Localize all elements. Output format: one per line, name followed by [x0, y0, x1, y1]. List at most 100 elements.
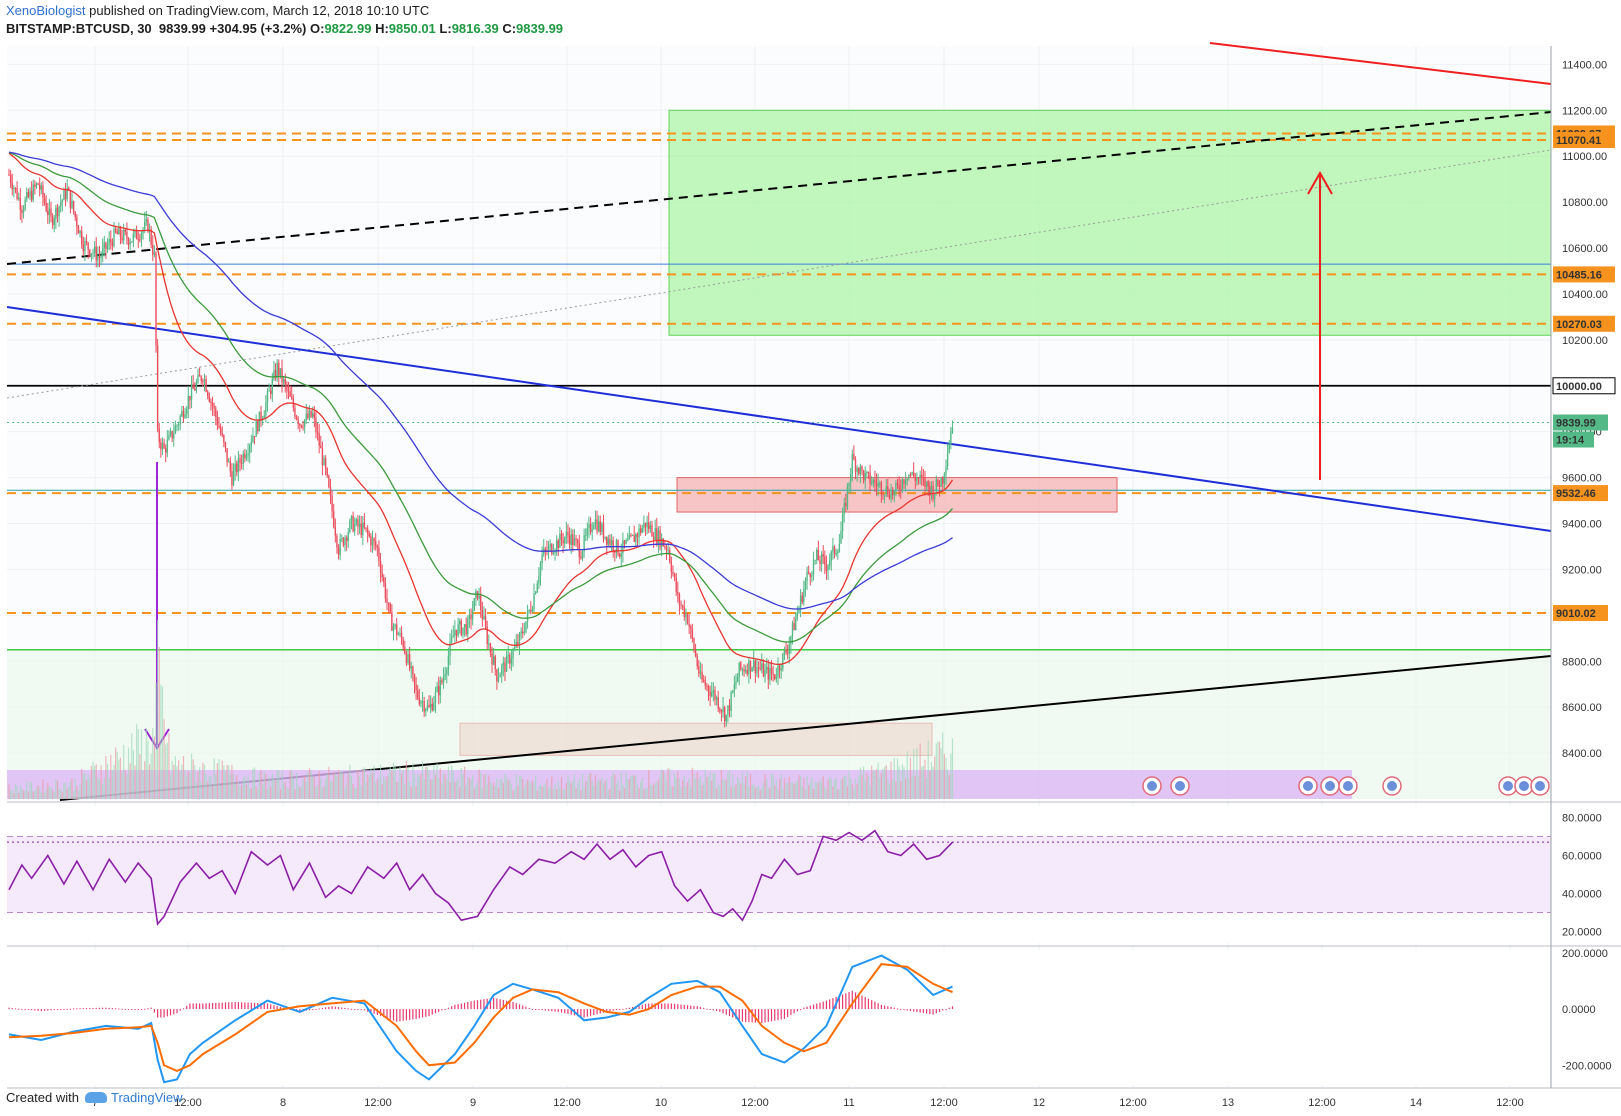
candle-body[interactable]: [623, 540, 626, 544]
candle-body[interactable]: [139, 239, 141, 241]
candle-body[interactable]: [399, 632, 401, 635]
candle-body[interactable]: [250, 442, 253, 446]
candle-body[interactable]: [817, 549, 820, 561]
candle-body[interactable]: [418, 697, 421, 704]
candle-body[interactable]: [602, 523, 605, 539]
ema-100-line[interactable]: [8, 151, 953, 643]
candle-body[interactable]: [509, 654, 511, 664]
candle-body[interactable]: [833, 546, 836, 555]
candle-body[interactable]: [66, 188, 68, 200]
candle-body[interactable]: [103, 242, 106, 248]
candle-body[interactable]: [948, 444, 950, 454]
candle-body[interactable]: [72, 201, 75, 212]
candle-body[interactable]: [48, 208, 51, 215]
candle-body[interactable]: [785, 650, 787, 653]
candle-body[interactable]: [864, 472, 866, 481]
candle-body[interactable]: [832, 546, 834, 552]
candle-body[interactable]: [366, 528, 369, 534]
candle-body[interactable]: [207, 391, 209, 396]
candle-body[interactable]: [767, 667, 769, 680]
candle-body[interactable]: [609, 538, 611, 545]
candle-body[interactable]: [211, 402, 214, 407]
candle-body[interactable]: [562, 539, 564, 544]
candle-body[interactable]: [492, 656, 495, 665]
candle-body[interactable]: [223, 435, 225, 443]
candle-body[interactable]: [362, 522, 364, 536]
target-zone[interactable]: [668, 109, 1552, 336]
candle-body[interactable]: [675, 577, 677, 592]
candle-body[interactable]: [234, 463, 236, 472]
candle-body[interactable]: [825, 564, 828, 571]
candle-body[interactable]: [245, 455, 248, 459]
candle-body[interactable]: [215, 408, 217, 418]
candle-body[interactable]: [559, 533, 561, 548]
candle-body[interactable]: [152, 244, 154, 255]
candle-body[interactable]: [649, 525, 652, 530]
candle-body[interactable]: [879, 482, 881, 484]
candle-body[interactable]: [677, 591, 679, 595]
candle-body[interactable]: [656, 528, 658, 544]
dashed-trendline[interactable]: [6, 111, 1552, 265]
candle-body[interactable]: [627, 539, 629, 541]
candle-body[interactable]: [181, 411, 183, 417]
candle-body[interactable]: [526, 610, 529, 622]
candle-body[interactable]: [929, 486, 931, 496]
author-link[interactable]: XenoBiologist: [6, 3, 86, 18]
candle-body[interactable]: [704, 681, 706, 686]
candle-body[interactable]: [454, 629, 456, 636]
candle-body[interactable]: [237, 458, 240, 473]
candle-body[interactable]: [42, 185, 44, 198]
candle-body[interactable]: [573, 538, 576, 546]
candle-body[interactable]: [339, 539, 341, 555]
candle-body[interactable]: [291, 396, 293, 399]
candle-body[interactable]: [354, 523, 356, 532]
candle-body[interactable]: [334, 526, 337, 536]
candle-body[interactable]: [893, 490, 895, 496]
candle-body[interactable]: [459, 620, 461, 625]
candle-body[interactable]: [837, 551, 839, 553]
candle-body[interactable]: [544, 548, 547, 551]
candle-body[interactable]: [678, 594, 681, 605]
candle-body[interactable]: [123, 229, 125, 241]
candle-body[interactable]: [849, 474, 852, 483]
candle-body[interactable]: [205, 379, 207, 392]
candle-body[interactable]: [652, 536, 655, 540]
candle-body[interactable]: [635, 534, 637, 543]
candle-body[interactable]: [45, 202, 47, 211]
candle-body[interactable]: [158, 428, 160, 443]
candle-body[interactable]: [858, 468, 860, 474]
candle-body[interactable]: [373, 538, 375, 542]
ema-50-line[interactable]: [8, 152, 954, 666]
candle-body[interactable]: [793, 623, 795, 631]
candle-body[interactable]: [896, 483, 899, 485]
candle-body[interactable]: [480, 595, 482, 611]
candle-body[interactable]: [648, 522, 650, 530]
candle-body[interactable]: [883, 494, 886, 496]
candle-body[interactable]: [552, 552, 555, 554]
candle-body[interactable]: [320, 445, 322, 449]
candle-body[interactable]: [307, 413, 309, 419]
candle-body[interactable]: [64, 190, 67, 200]
candle-body[interactable]: [415, 684, 417, 691]
macd-pane[interactable]: [7, 950, 1551, 1085]
candle-body[interactable]: [930, 486, 933, 496]
candle-body[interactable]: [118, 227, 120, 235]
candle-body[interactable]: [916, 478, 918, 481]
candle-body[interactable]: [846, 486, 849, 507]
candle-body[interactable]: [169, 431, 172, 435]
candle-body[interactable]: [239, 458, 241, 463]
candle-body[interactable]: [904, 480, 907, 485]
candle-body[interactable]: [887, 485, 889, 495]
candle-body[interactable]: [449, 641, 451, 656]
candle-body[interactable]: [778, 665, 781, 671]
candle-body[interactable]: [717, 697, 719, 709]
candle-body[interactable]: [255, 421, 257, 437]
candle-body[interactable]: [572, 534, 574, 546]
candles[interactable]: [8, 168, 954, 728]
candle-body[interactable]: [662, 538, 664, 547]
candle-body[interactable]: [539, 563, 542, 576]
candle-body[interactable]: [738, 662, 740, 677]
candle-body[interactable]: [693, 638, 695, 650]
tradingview-link[interactable]: TradingView: [110, 1090, 183, 1105]
candle-body[interactable]: [186, 409, 188, 415]
